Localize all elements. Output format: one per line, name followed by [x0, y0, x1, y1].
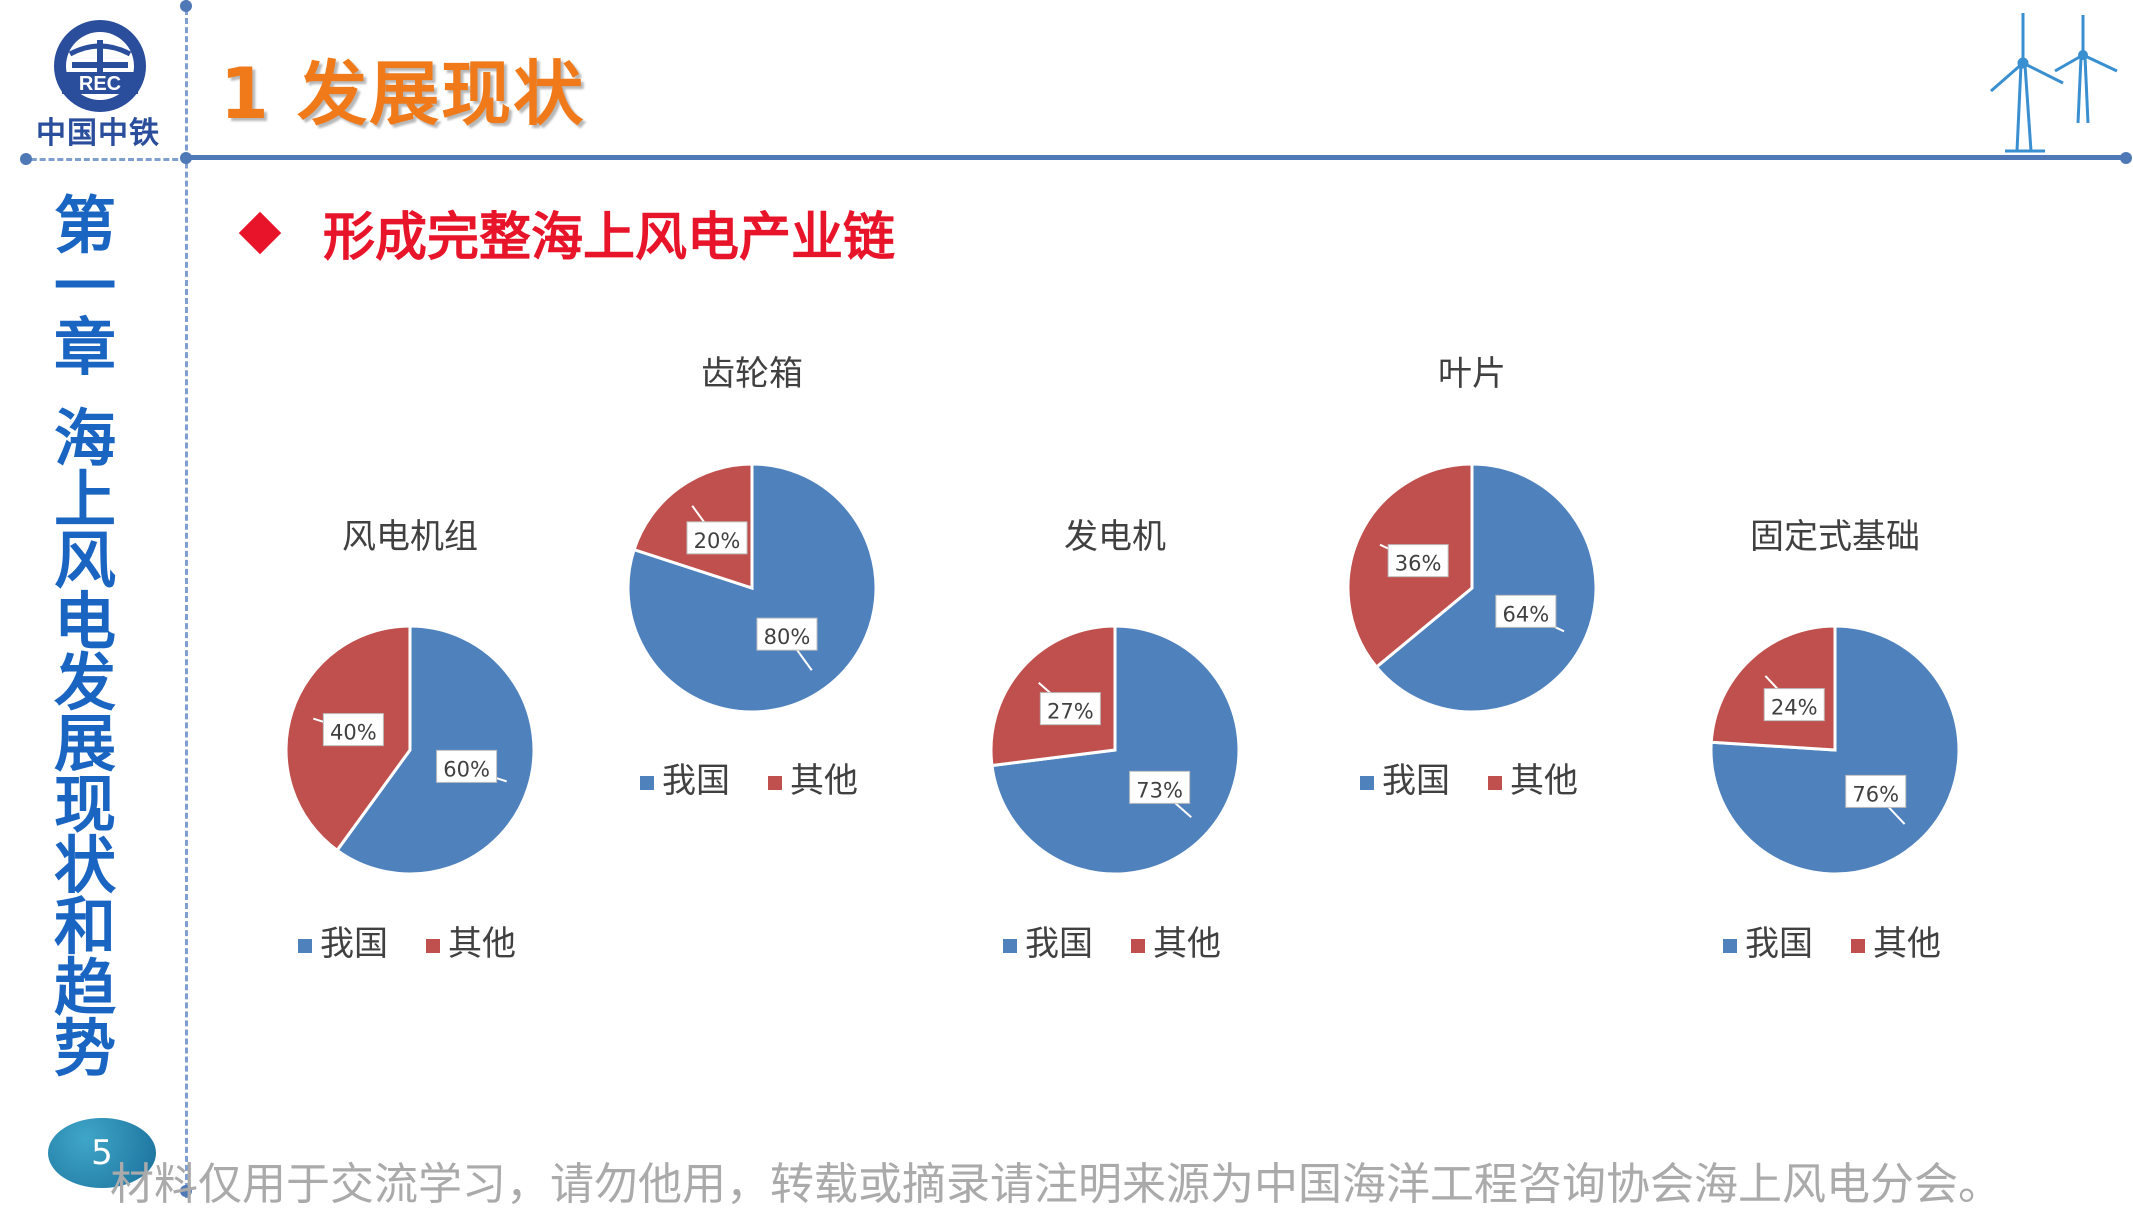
legend-swatch — [1360, 776, 1374, 790]
data-label: 27% — [1047, 700, 1094, 724]
data-label: 80% — [764, 625, 811, 649]
divider-dot — [180, 1185, 192, 1197]
chapter-char: 一 — [53, 250, 116, 323]
legend-label: 我国 — [1745, 924, 1813, 964]
data-label: 60% — [443, 757, 490, 781]
divider-dot — [180, 0, 192, 12]
svg-text:REC: REC — [79, 73, 121, 95]
chapter-char: 第 — [53, 189, 116, 262]
pie-chart: 固定式基础 76% 24% 我国 其他 — [1709, 517, 1961, 964]
company-logo: REC — [54, 20, 146, 112]
slice-china — [1374, 462, 1598, 714]
chapter-char: 状 — [53, 829, 116, 902]
legend-swatch — [1723, 939, 1737, 953]
chapter-char: 现 — [53, 768, 116, 841]
pie-chart: 齿轮箱 80% 20% 我国 其他 — [626, 354, 878, 801]
data-label-box — [1763, 688, 1825, 722]
data-label: 24% — [1771, 696, 1818, 720]
chapter-char: 和 — [53, 890, 116, 963]
chapter-char: 电 — [53, 585, 116, 658]
data-label-box — [436, 749, 498, 783]
data-label: 76% — [1852, 782, 1899, 806]
legend-swatch — [1851, 939, 1865, 953]
chapter-title: 第一章海上风电发展现状和趋势 — [40, 189, 130, 1085]
data-label: 73% — [1136, 778, 1183, 802]
chart-title: 叶片 — [1438, 354, 1506, 394]
legend-label: 我国 — [662, 761, 730, 801]
chapter-char: 风 — [53, 524, 116, 597]
legend-swatch — [1131, 939, 1145, 953]
legend-label: 其他 — [1873, 924, 1941, 964]
chapter-char: 势 — [53, 1012, 116, 1085]
data-label-box — [1039, 692, 1101, 726]
pie-chart: 叶片 64% 36% 我国 其他 — [1346, 354, 1598, 801]
chapter-char: 上 — [53, 463, 116, 536]
legend-label: 其他 — [1153, 924, 1221, 964]
legend-label: 其他 — [790, 761, 858, 801]
chapter-char: 海 — [53, 402, 116, 475]
legend-swatch — [1003, 939, 1017, 953]
legend-label: 其他 — [448, 924, 516, 964]
legend-label: 其他 — [1510, 761, 1578, 801]
slice-other — [1709, 624, 1837, 752]
page-number: 5 — [48, 1118, 156, 1188]
data-label: 36% — [1395, 552, 1442, 576]
data-label: 64% — [1503, 602, 1550, 626]
chart-title: 发电机 — [1064, 517, 1166, 557]
legend-label: 我国 — [320, 924, 388, 964]
subtitle-text: 形成完整海上风电产业链 — [323, 208, 896, 268]
data-label-box — [1845, 774, 1907, 808]
legend-swatch — [1488, 776, 1502, 790]
header-divider-dashed — [22, 158, 187, 161]
data-label-box — [322, 713, 384, 747]
footer-note: 材料仅用于交流学习，请勿他用，转载或摘录请注明来源为中国海洋工程咨询协会海上风电… — [110, 1159, 2002, 1210]
legend-label: 我国 — [1025, 924, 1093, 964]
legend-swatch — [298, 939, 312, 953]
chapter-char: 展 — [53, 707, 116, 780]
data-label: 40% — [330, 721, 377, 745]
legend-swatch — [426, 939, 440, 953]
data-label-box — [1129, 770, 1191, 804]
header-divider — [188, 155, 2123, 160]
legend-swatch — [640, 776, 654, 790]
legend-label: 我国 — [1382, 761, 1450, 801]
section-subtitle: 形成完整海上风电产业链 — [235, 195, 895, 270]
data-label-box — [686, 521, 748, 555]
data-label-box — [1495, 594, 1557, 628]
chart-title: 固定式基础 — [1750, 517, 1920, 557]
divider-dot — [180, 152, 192, 164]
wind-turbine-icon — [1990, 13, 2118, 153]
chart-title: 齿轮箱 — [701, 354, 803, 394]
chapter-char: 发 — [53, 646, 116, 719]
slice-china — [335, 624, 536, 876]
data-label: 20% — [694, 529, 741, 553]
divider-dot — [20, 153, 32, 165]
pie-chart: 风电机组 60% 40% 我国 其他 — [284, 517, 536, 964]
chapter-char: 趋 — [53, 951, 116, 1024]
divider-dot — [2120, 152, 2132, 164]
legend-swatch — [768, 776, 782, 790]
sidebar-divider — [185, 0, 188, 1198]
logo-text: 中国中铁 — [36, 116, 160, 151]
chart-title: 风电机组 — [342, 517, 478, 557]
data-label-box — [1387, 544, 1449, 578]
data-label-box — [756, 617, 818, 651]
page-title: 1 发展现状 — [220, 53, 586, 135]
chapter-char: 章 — [53, 311, 116, 384]
slice-china — [1709, 624, 1961, 876]
pie-chart: 发电机 73% 27% 我国 其他 — [989, 517, 1241, 964]
